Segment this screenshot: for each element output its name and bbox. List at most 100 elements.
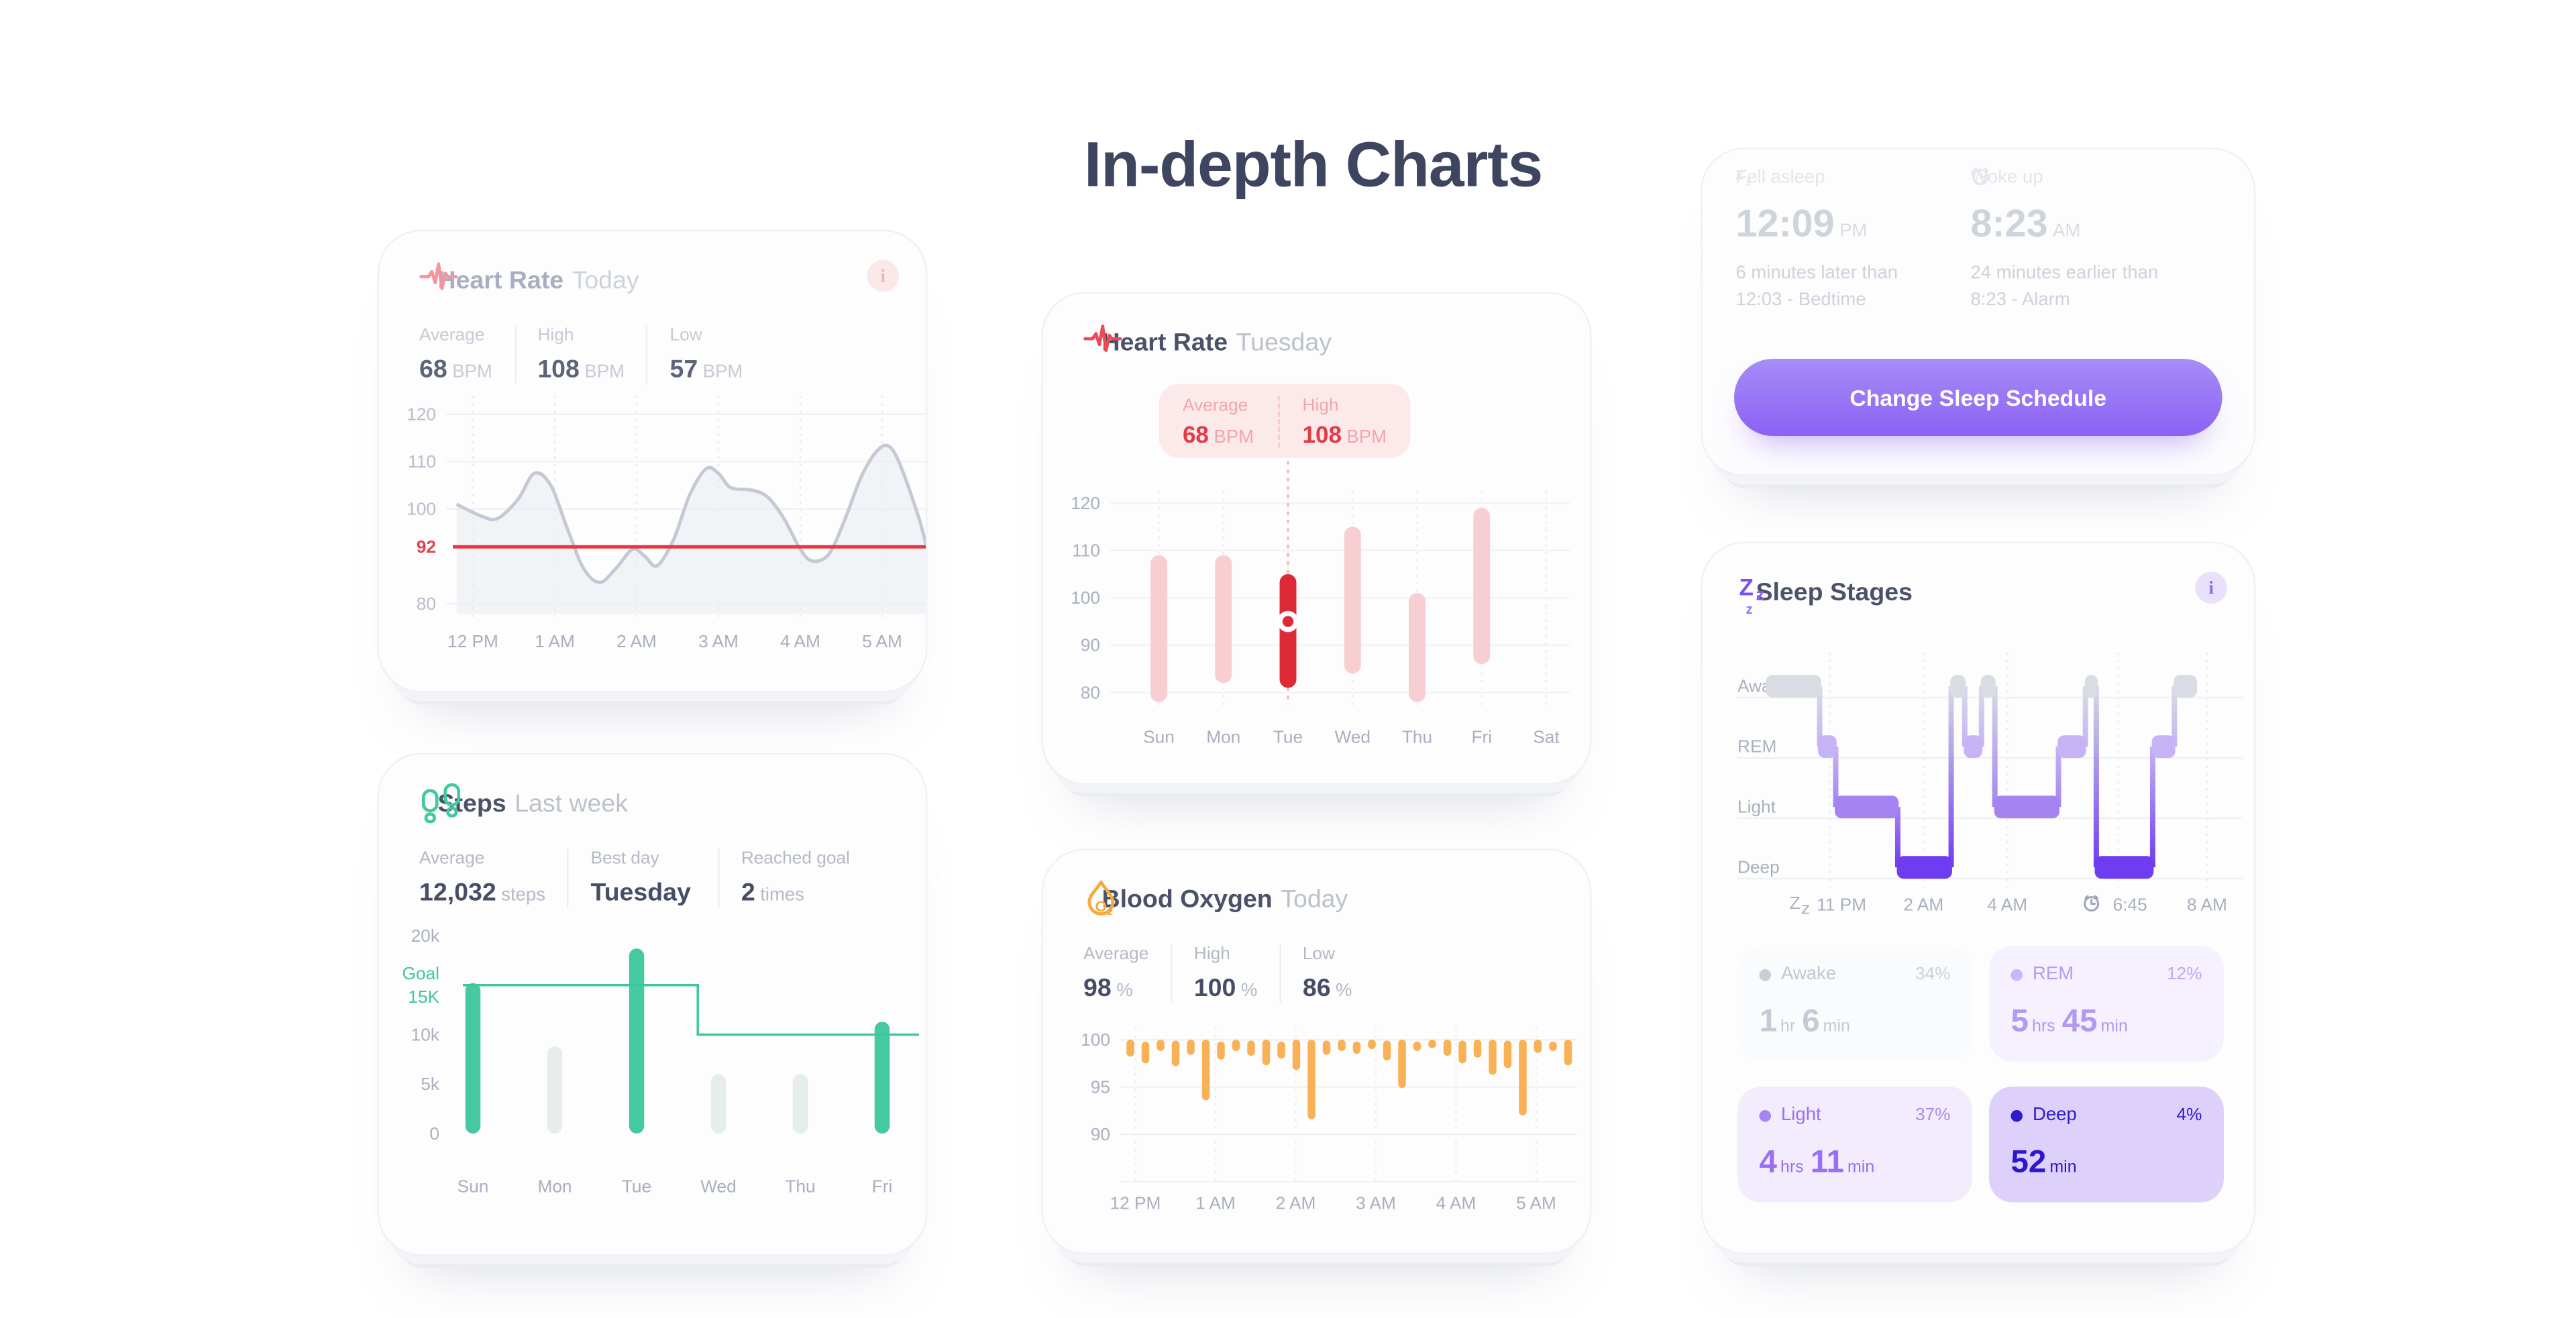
svg-text:Sun: Sun xyxy=(1143,727,1175,747)
stat: High 108 BPM xyxy=(537,325,649,384)
svg-text:0: 0 xyxy=(429,1123,439,1144)
svg-text:12 PM: 12 PM xyxy=(1110,1193,1161,1213)
stat: Average 12,032 steps xyxy=(419,848,569,908)
stage-percent: 12% xyxy=(2166,964,2202,985)
svg-text:Sat: Sat xyxy=(1533,727,1560,747)
svg-text:90: 90 xyxy=(1091,1124,1110,1144)
info-icon[interactable]: i xyxy=(2195,571,2227,604)
svg-text:1 AM: 1 AM xyxy=(1195,1193,1236,1213)
svg-text:Light: Light xyxy=(1737,796,1776,816)
blood-oxygen-chart[interactable]: 100 95 90 12 PM 1 AM 2 AM 3 AM 4 AM 5 AM xyxy=(1043,850,1590,1253)
svg-text:Fri: Fri xyxy=(1471,727,1492,747)
sleep-stage-card-awake[interactable]: Awake 34% 1 hr 6 min xyxy=(1737,946,1972,1062)
stage-percent: 34% xyxy=(1915,964,1951,985)
svg-text:80: 80 xyxy=(417,594,436,614)
svg-text:6:45: 6:45 xyxy=(2113,895,2147,915)
svg-text:Wed: Wed xyxy=(1335,727,1371,747)
svg-text:100: 100 xyxy=(1071,588,1100,608)
stage-dot xyxy=(1759,968,1771,981)
card-subtitle: Last week xyxy=(515,789,629,818)
svg-text:z: z xyxy=(1746,602,1753,616)
card-header: O 2 Blood Oxygen Today xyxy=(1083,879,1348,919)
svg-text:Deep: Deep xyxy=(1737,857,1780,877)
fell-asleep-time: 12:09 PM xyxy=(1735,201,1868,245)
stat: High 100% xyxy=(1194,944,1281,1003)
stage-dot xyxy=(2010,968,2023,981)
svg-text:Z: Z xyxy=(1736,168,1744,183)
svg-text:z: z xyxy=(1756,586,1765,604)
change-sleep-schedule-button[interactable]: Change Sleep Schedule xyxy=(1734,359,2222,436)
svg-text:80: 80 xyxy=(1081,682,1100,702)
sleep-stage-card-deep[interactable]: Deep 4% 52 min xyxy=(1989,1087,2224,1203)
svg-text:Goal: Goal xyxy=(402,963,439,983)
svg-text:Sun: Sun xyxy=(458,1176,489,1197)
card-title: Heart Rate xyxy=(1102,327,1228,357)
svg-text:1 AM: 1 AM xyxy=(535,631,575,651)
info-icon[interactable]: i xyxy=(867,260,899,292)
stage-duration: 1 hr 6 min xyxy=(1759,1004,1850,1040)
svg-text:5k: 5k xyxy=(421,1074,440,1094)
card-title: Blood Oxygen xyxy=(1102,884,1273,914)
svg-text:3 AM: 3 AM xyxy=(698,631,739,651)
selected-day-tooltip[interactable]: Average 68 BPM High 108 BPM xyxy=(1159,384,1411,458)
alarm-icon xyxy=(1972,167,1989,185)
sleep-stage-card-rem[interactable]: REM 12% 5 hrs 45 min xyxy=(1989,946,2224,1062)
card-subtitle: Today xyxy=(572,266,639,294)
svg-text:Fri: Fri xyxy=(872,1176,893,1197)
steps-chart[interactable]: 20k 10k 5k 0 Goal 15K Sun Mon Tue Wed Thu Fri xyxy=(379,755,926,1254)
stage-label: Awake xyxy=(1781,964,1837,985)
stat: Best day Tuesday xyxy=(590,848,720,908)
sleep-stage-card-light[interactable]: Light 37% 4 hrs 11 min xyxy=(1737,1087,1972,1203)
svg-text:4 AM: 4 AM xyxy=(780,631,820,651)
card-header: Heart Rate Today xyxy=(419,260,639,300)
card-heart-rate-week: 120 110 100 90 80 Sun Mon Tue Wed Thu Fri Sat Heart… xyxy=(1041,292,1592,785)
woke-up-time: 8:23 AM xyxy=(1970,201,2081,245)
svg-text:z: z xyxy=(1801,898,1810,918)
svg-text:Mon: Mon xyxy=(537,1176,572,1197)
svg-text:Z: Z xyxy=(1790,893,1801,913)
stage-label: Light xyxy=(1781,1105,1821,1125)
svg-text:2 AM: 2 AM xyxy=(1903,895,1943,915)
svg-text:Tue: Tue xyxy=(622,1176,651,1197)
svg-text:110: 110 xyxy=(408,451,436,472)
stage-percent: 4% xyxy=(2176,1105,2202,1125)
svg-text:11 PM: 11 PM xyxy=(1817,895,1866,915)
card-blood-oxygen: 100 95 90 12 PM 1 AM 2 AM 3 AM 4 AM 5 AM O 2 Blo… xyxy=(1041,848,1592,1254)
heart-rate-today-chart[interactable]: 120 110 100 80 92 12 PM 1 AM 2 AM 3 AM 4 AM 5 AM xyxy=(379,231,926,691)
woke-up-block: Woke up 8:23 AM 24 minutes earlier than 8… xyxy=(1971,166,2189,315)
card-header: Heart Rate Tuesday xyxy=(1083,322,1332,362)
svg-text:4 AM: 4 AM xyxy=(1436,1193,1477,1213)
svg-text:2 AM: 2 AM xyxy=(1276,1193,1316,1213)
stat: Reached goal 2 times xyxy=(741,848,850,908)
stage-percent: 37% xyxy=(1915,1105,1951,1125)
stat: Average 68 BPM xyxy=(419,325,516,384)
svg-text:90: 90 xyxy=(1081,635,1100,655)
svg-text:z: z xyxy=(1746,176,1752,186)
svg-text:8 AM: 8 AM xyxy=(2187,895,2227,915)
svg-text:10k: 10k xyxy=(411,1024,440,1044)
svg-text:Tue: Tue xyxy=(1273,727,1303,747)
stage-duration: 5 hrs 45 min xyxy=(2010,1004,2128,1040)
card-heart-rate-today: 120 110 100 80 92 12 PM 1 AM 2 AM 3 AM 4 AM 5 AM H… xyxy=(377,229,928,693)
svg-text:REM: REM xyxy=(1737,736,1776,756)
woke-up-label: Woke up xyxy=(1971,166,2189,190)
stat: Average 68 BPM xyxy=(1183,394,1279,447)
heart-rate-week-chart[interactable]: 120 110 100 90 80 Sun Mon Tue Wed Thu Fri Sat xyxy=(1043,294,1590,783)
card-title: Sleep Stages xyxy=(1756,578,1913,606)
tooltip-stats: Average 68 BPM High 108 BPM xyxy=(1183,394,1387,447)
stat: High 108 BPM xyxy=(1302,394,1387,447)
stage-dot xyxy=(1759,1109,1771,1121)
stage-dot xyxy=(2010,1109,2023,1121)
card-subtitle: Today xyxy=(1281,884,1348,914)
stats-row: Average 12,032 steps Best day Tuesday Reached… xyxy=(419,848,894,908)
svg-text:12 PM: 12 PM xyxy=(447,631,498,651)
svg-text:5 AM: 5 AM xyxy=(1516,1193,1556,1213)
svg-text:100: 100 xyxy=(1081,1030,1110,1050)
svg-text:15K: 15K xyxy=(408,987,439,1007)
